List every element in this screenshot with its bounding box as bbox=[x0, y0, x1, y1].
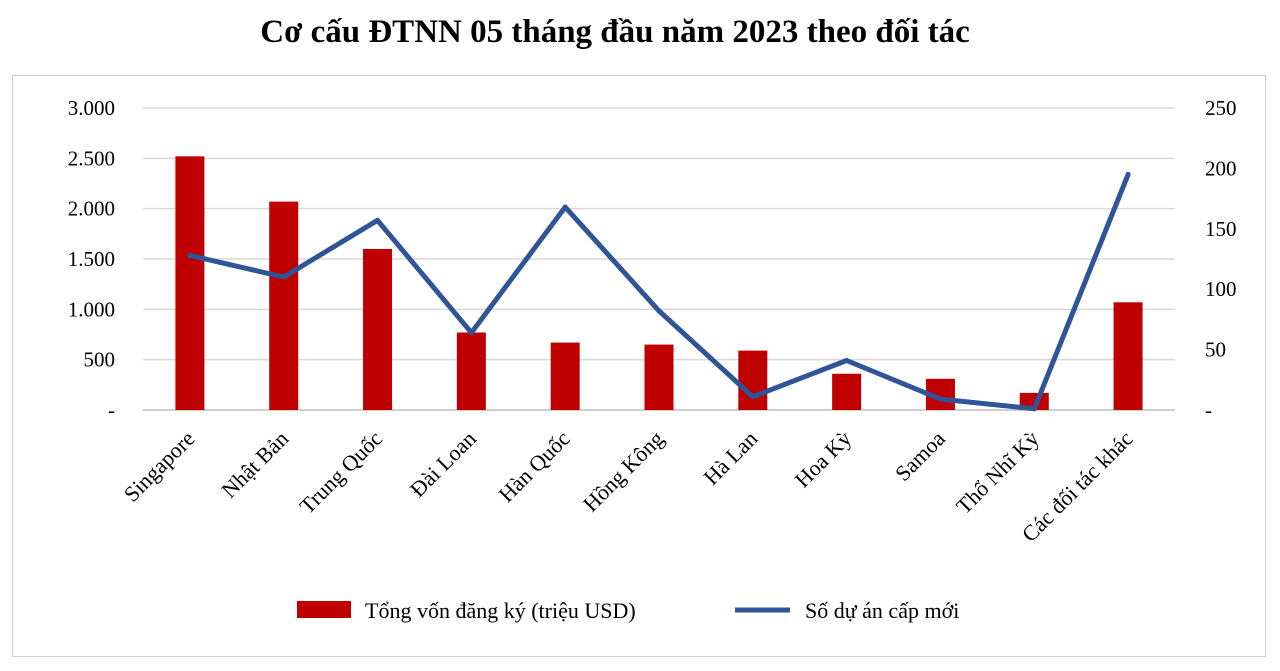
category-label: Hàn Quốc bbox=[494, 426, 575, 507]
bar-4 bbox=[456, 332, 486, 410]
line-point-10 bbox=[1031, 406, 1037, 412]
chart-title: Cơ cấu ĐTNN 05 tháng đầu năm 2023 theo đ… bbox=[260, 14, 970, 50]
bar-8 bbox=[832, 373, 862, 410]
left-tick-label: 2.000 bbox=[68, 197, 115, 221]
bar-5 bbox=[550, 342, 580, 410]
right-tick-label: 50 bbox=[1205, 338, 1226, 362]
line-point-2 bbox=[281, 274, 287, 280]
category-label: Hồng Kông bbox=[578, 426, 669, 517]
line-point-11 bbox=[1125, 171, 1131, 177]
gridlines bbox=[143, 107, 1175, 411]
left-axis-ticks: - 500 1.000 1.500 2.000 2.500 3.000 bbox=[68, 96, 115, 422]
right-tick-label: 250 bbox=[1205, 96, 1237, 120]
line-point-1 bbox=[187, 252, 193, 258]
right-tick-label: - bbox=[1205, 398, 1212, 422]
bar-11 bbox=[1113, 302, 1143, 410]
left-tick-label: 1.000 bbox=[68, 297, 115, 321]
line-point-7 bbox=[750, 394, 756, 400]
legend-bar-swatch bbox=[297, 601, 351, 618]
bar-7 bbox=[738, 350, 768, 410]
right-tick-label: 100 bbox=[1205, 277, 1237, 301]
category-labels: Singapore Nhật Bản Trung Quốc Đài Loan Hàn Q… bbox=[119, 426, 1138, 547]
left-tick-label: 1.500 bbox=[68, 247, 115, 271]
line-point-3 bbox=[375, 217, 381, 223]
bar-3 bbox=[363, 248, 393, 410]
line-point-4 bbox=[468, 330, 474, 336]
legend: Tổng vốn đăng ký (triệu USD) Số dự án cấ… bbox=[297, 598, 959, 623]
legend-line-label: Số dự án cấp mới bbox=[805, 598, 959, 623]
left-tick-label: 500 bbox=[84, 348, 116, 372]
category-label: Trung Quốc bbox=[294, 426, 387, 519]
line-point-6 bbox=[656, 308, 662, 314]
chart-frame bbox=[12, 75, 1266, 657]
right-axis-ticks: - 50 100 150 200 250 bbox=[1205, 96, 1237, 422]
category-label: Singapore bbox=[119, 426, 200, 507]
bar-6 bbox=[644, 344, 674, 410]
left-tick-label: 3.000 bbox=[68, 96, 115, 120]
category-label: Thổ Nhĩ Kỳ bbox=[951, 426, 1044, 519]
category-label: Hoa Kỳ bbox=[790, 426, 857, 493]
line-point-9 bbox=[937, 396, 943, 402]
category-label: Samoa bbox=[890, 426, 950, 486]
bar-2 bbox=[269, 201, 299, 410]
line-series bbox=[187, 171, 1131, 412]
bar-1 bbox=[175, 156, 205, 410]
left-tick-label: - bbox=[108, 398, 115, 422]
line-point-5 bbox=[562, 204, 568, 210]
right-tick-label: 200 bbox=[1205, 156, 1237, 180]
line-point-8 bbox=[844, 357, 850, 363]
category-label: Đài Loan bbox=[405, 426, 481, 502]
legend-bar-label: Tổng vốn đăng ký (triệu USD) bbox=[365, 598, 636, 623]
left-tick-label: 2.500 bbox=[68, 146, 115, 170]
category-label: Nhật Bản bbox=[216, 426, 293, 503]
right-tick-label: 150 bbox=[1205, 217, 1237, 241]
bar-series bbox=[175, 156, 1143, 410]
category-label: Hà Lan bbox=[698, 426, 762, 490]
